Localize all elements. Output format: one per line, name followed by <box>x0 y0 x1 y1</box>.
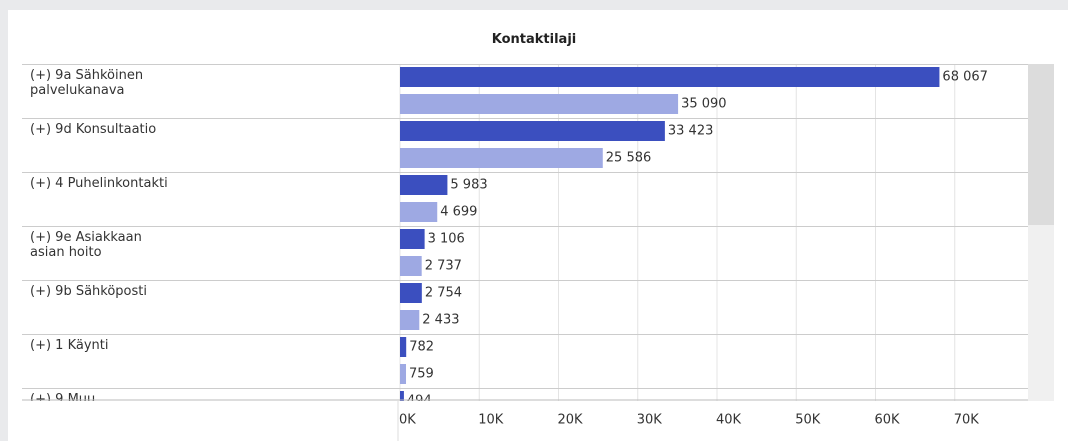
value-label: 759 <box>409 367 434 382</box>
bar <box>400 310 420 330</box>
bar <box>400 175 448 195</box>
value-label: 33 423 <box>668 124 714 139</box>
chart-title: Kontaktilaji <box>491 32 577 47</box>
category-label: (+) 9a Sähköinen palvelukanava <box>30 68 144 98</box>
bar <box>400 121 665 141</box>
value-label: 2 754 <box>425 286 462 301</box>
category-label: (+) 9b Sähköposti <box>30 284 147 299</box>
value-label: 68 067 <box>942 70 988 85</box>
category-label: (+) 4 Puhelinkontakti <box>30 176 168 191</box>
value-label: 25 586 <box>606 151 652 166</box>
scrollbar-thumb <box>1028 64 1054 225</box>
value-label: 5 983 <box>450 178 487 193</box>
value-label: 3 106 <box>428 232 465 247</box>
value-label: 35 090 <box>681 97 727 112</box>
value-label: 4 699 <box>440 205 477 220</box>
value-label: 782 <box>409 340 434 355</box>
bar <box>400 337 407 357</box>
bars: 68 067 35 090 33 423 25 586 5 983 4 699 3 106 2… <box>22 64 1054 402</box>
bar <box>400 148 603 168</box>
bar <box>400 283 422 303</box>
value-label: 2 737 <box>425 259 462 274</box>
category-label: (+) 9 Muu <box>30 392 96 401</box>
plot-area: 68 067 35 090 33 423 25 586 5 983 4 699 3 106 2… <box>0 64 1068 401</box>
value-label: 2 433 <box>422 313 459 328</box>
category-label: (+) 9d Konsultaatio <box>30 122 157 137</box>
value-label: 494 <box>407 394 432 402</box>
bar <box>400 67 940 87</box>
bar <box>400 94 679 114</box>
bar <box>400 364 407 384</box>
category-label: (+) 9e Asiakkaan asian hoito <box>30 230 142 260</box>
bar <box>400 202 438 222</box>
bar <box>400 229 425 249</box>
bar <box>400 391 404 401</box>
category-label: (+) 1 Käynti <box>30 338 109 353</box>
bar <box>400 256 422 276</box>
